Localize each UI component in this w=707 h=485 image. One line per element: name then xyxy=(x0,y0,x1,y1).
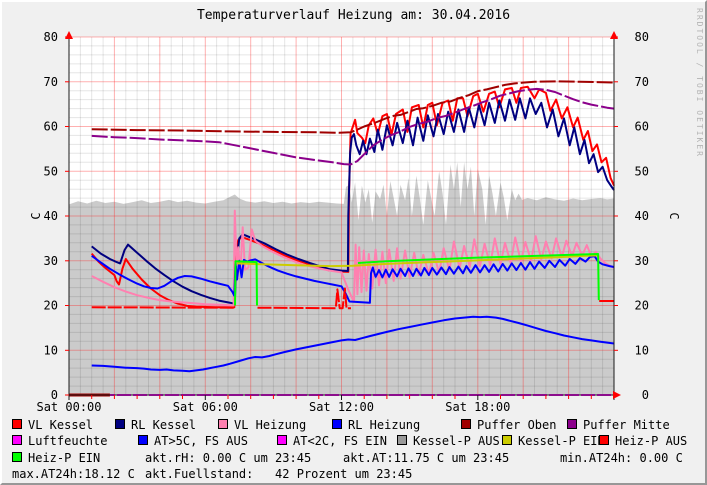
legend-swatch-6 xyxy=(12,435,22,445)
legend-swatch-8 xyxy=(277,435,287,445)
svg-text:20: 20 xyxy=(44,299,58,313)
legend-swatch-12 xyxy=(12,452,22,462)
legend-swatch-4 xyxy=(461,419,471,429)
svg-text:40: 40 xyxy=(635,209,649,223)
legend-label-13: akt.rH: 0.00 C um 23:45 xyxy=(145,451,312,465)
series-rl-heizung xyxy=(91,254,615,304)
svg-text:30: 30 xyxy=(44,254,58,268)
graph-title: Temperaturverlauf Heizung am: 30.04.2016 xyxy=(196,8,511,23)
svg-text:50: 50 xyxy=(635,164,649,178)
legend-label-1: RL Kessel xyxy=(131,418,197,432)
legend-swatch-5 xyxy=(567,419,577,429)
svg-text:40: 40 xyxy=(44,209,58,223)
svg-text:50: 50 xyxy=(44,164,58,178)
legend-label-15: min.AT24h: 0.00 C xyxy=(560,451,683,465)
series-puffer-mitte xyxy=(91,87,615,166)
series-aussentemperatur xyxy=(91,315,615,373)
svg-text:0: 0 xyxy=(642,388,649,402)
legend-swatch-1 xyxy=(115,419,125,429)
legend-swatch-3 xyxy=(332,419,342,429)
legend-swatch-7 xyxy=(138,435,148,445)
svg-text:70: 70 xyxy=(635,75,649,89)
y-axis-arrow-left xyxy=(65,31,73,39)
legend-label-2: VL Heizung xyxy=(234,418,307,432)
legend-label-4: Puffer Oben xyxy=(477,418,557,432)
svg-text:30: 30 xyxy=(635,254,649,268)
svg-text:80: 80 xyxy=(635,30,649,44)
legend-label-17: akt.Fuellstand: 42 Prozent um 23:45 xyxy=(145,467,413,481)
legend-label-11: Heiz-P AUS xyxy=(615,434,688,448)
legend-swatch-10 xyxy=(502,435,512,445)
svg-text:C: C xyxy=(29,212,43,219)
legend-label-16: max.AT24h:18.12 C xyxy=(12,467,135,481)
svg-text:0: 0 xyxy=(51,388,58,402)
svg-text:Sat 18:00: Sat 18:00 xyxy=(445,400,510,414)
svg-text:60: 60 xyxy=(44,120,58,134)
legend-label-9: Kessel-P AUS xyxy=(413,434,500,448)
legend-label-7: AT>5C, FS AUS xyxy=(154,434,248,448)
svg-text:Sat 06:00: Sat 06:00 xyxy=(173,400,238,414)
svg-text:10: 10 xyxy=(44,343,58,357)
series-heiz-p-ein-1 xyxy=(234,260,258,306)
series-puffer-oben xyxy=(91,80,615,134)
svg-text:20: 20 xyxy=(635,299,649,313)
svg-text:Sat 00:00: Sat 00:00 xyxy=(36,400,101,414)
legend-label-10: Kessel-P EIN xyxy=(518,434,605,448)
svg-text:60: 60 xyxy=(635,120,649,134)
legend-swatch-11 xyxy=(599,435,609,445)
axes xyxy=(65,31,621,400)
svg-text:10: 10 xyxy=(635,343,649,357)
series-heiz-p-aus-2 xyxy=(257,287,351,310)
axis-labels: 0 0 10 10 20 20 30 30 40 40 50 50 60 60 70 70 80 80 Sat 00… xyxy=(29,30,681,414)
svg-text:80: 80 xyxy=(44,30,58,44)
rrdtool-watermark: RRDTOOL / TOBI OETIKER xyxy=(695,8,704,158)
legend-label-14: akt.AT:11.75 C um 23:45 xyxy=(343,451,510,465)
x-axis-arrow xyxy=(613,391,621,399)
svg-text:C: C xyxy=(667,212,681,219)
series-kessel-p-aus-area xyxy=(69,162,614,395)
legend-label-0: VL Kessel xyxy=(28,418,94,432)
series-heiz-p-ein-2 xyxy=(357,253,600,301)
series-kessel-p-ein xyxy=(236,254,599,268)
legend-swatch-0 xyxy=(12,419,22,429)
y-axis-arrow-right xyxy=(610,31,618,39)
legend-label-3: RL Heizung xyxy=(348,418,421,432)
legend-label-6: Luftfeuchte xyxy=(28,434,108,448)
legend-label-8: AT<2C, FS EIN xyxy=(293,434,387,448)
legend-swatch-9 xyxy=(397,435,407,445)
svg-text:70: 70 xyxy=(44,75,58,89)
legend-label-12: Heiz-P EIN xyxy=(28,451,101,465)
svg-text:Sat 12:00: Sat 12:00 xyxy=(309,400,374,414)
legend-label-5: Puffer Mitte xyxy=(583,418,670,432)
temperature-chart: 0 0 10 10 20 20 30 30 40 40 50 50 60 60 70 70 80 80 Sat 00… xyxy=(29,30,681,414)
legend-swatch-2 xyxy=(218,419,228,429)
